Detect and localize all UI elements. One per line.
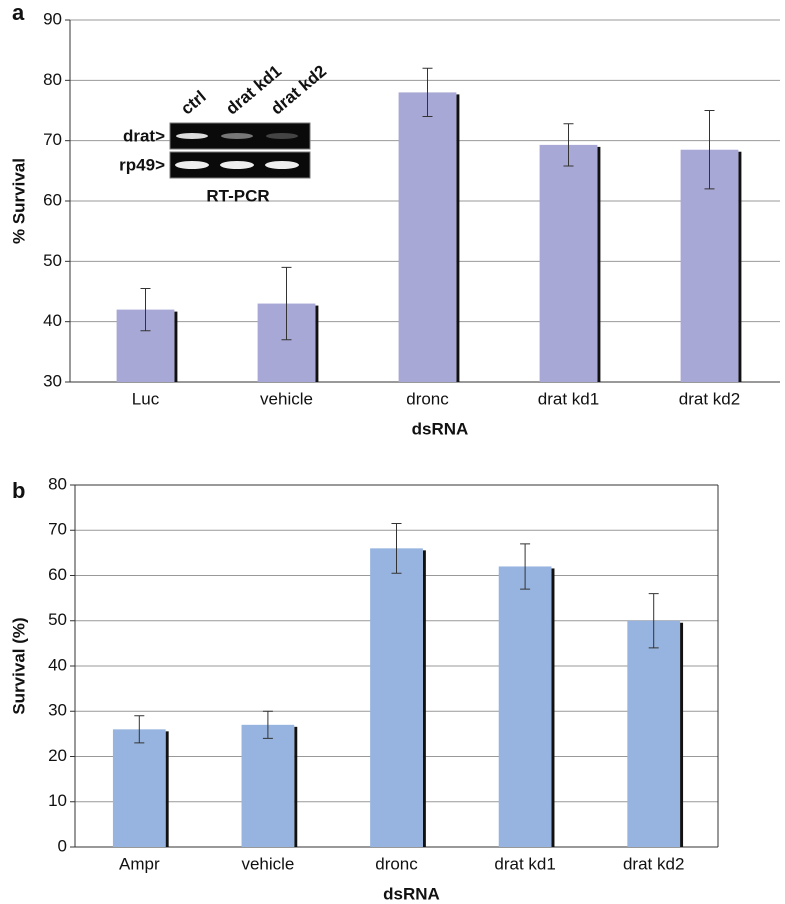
error-bar [262, 710, 273, 739]
y-tick-label: 30 [48, 701, 67, 720]
x-tick-label: drat kd1 [538, 389, 599, 408]
gel-band [220, 161, 254, 169]
bar [539, 144, 598, 382]
error-bar [422, 67, 433, 118]
gel-caption: RT-PCR [206, 186, 269, 205]
bar-shadow [422, 550, 426, 847]
error-bar [648, 593, 659, 649]
bar-shadow [174, 311, 178, 382]
x-tick-label: Ampr [119, 854, 160, 873]
y-tick-label: 80 [48, 474, 67, 493]
gel-band [265, 161, 299, 169]
x-tick-label: dronc [406, 389, 449, 408]
error-bar [391, 522, 402, 574]
gel-band [266, 133, 298, 139]
error-bar [520, 543, 531, 590]
error-bar [134, 715, 145, 744]
panel-label: b [12, 478, 25, 503]
bar [627, 620, 681, 847]
bar-shadow [165, 731, 169, 847]
y-tick-label: 10 [48, 791, 67, 810]
bar-shadow [456, 94, 460, 383]
error-bar [563, 123, 574, 167]
bar [241, 724, 295, 847]
gel-band [176, 133, 208, 139]
x-axis-label: dsRNA [383, 884, 440, 903]
y-tick-label: 50 [48, 610, 67, 629]
x-tick-label: vehicle [260, 389, 313, 408]
y-tick-label: 40 [48, 655, 67, 674]
y-tick-label: 0 [58, 836, 67, 855]
bar [112, 729, 166, 847]
y-tick-label: 20 [48, 746, 67, 765]
gel-lane-label: ctrl [177, 87, 209, 119]
y-tick-label: 50 [43, 251, 62, 270]
bar-shadow [294, 726, 298, 847]
gel-row-label: drat> [123, 126, 165, 145]
y-tick-label: 60 [48, 565, 67, 584]
bar [398, 92, 457, 383]
y-tick-label: 90 [43, 9, 62, 28]
y-tick-label: 30 [43, 371, 62, 390]
bar-shadow [738, 151, 742, 382]
bar-shadow [597, 146, 601, 382]
error-bar [704, 110, 715, 190]
y-axis-label: Survival (%) [9, 617, 28, 714]
y-tick-label: 70 [48, 520, 67, 539]
bar [370, 548, 423, 847]
x-tick-label: vehicle [241, 854, 294, 873]
x-tick-label: Luc [132, 389, 160, 408]
y-axis-label: % Survival [9, 158, 28, 244]
error-bar [140, 287, 151, 332]
panel-label: a [12, 0, 25, 25]
bar-shadow [315, 305, 319, 382]
bar-shadow [551, 568, 555, 847]
y-tick-label: 80 [43, 70, 62, 89]
bar [498, 566, 552, 847]
x-tick-label: dronc [375, 854, 418, 873]
gel-row-label: rp49> [119, 155, 165, 174]
x-tick-label: drat kd1 [494, 854, 555, 873]
x-axis-label: dsRNA [412, 419, 469, 438]
x-tick-label: drat kd2 [679, 389, 740, 408]
y-tick-label: 60 [43, 190, 62, 209]
error-bar [281, 266, 292, 341]
gel-band [175, 161, 209, 169]
bar-shadow [680, 622, 684, 847]
y-tick-label: 40 [43, 311, 62, 330]
gel-band [221, 133, 253, 139]
x-tick-label: drat kd2 [623, 854, 684, 873]
y-tick-label: 70 [43, 130, 62, 149]
